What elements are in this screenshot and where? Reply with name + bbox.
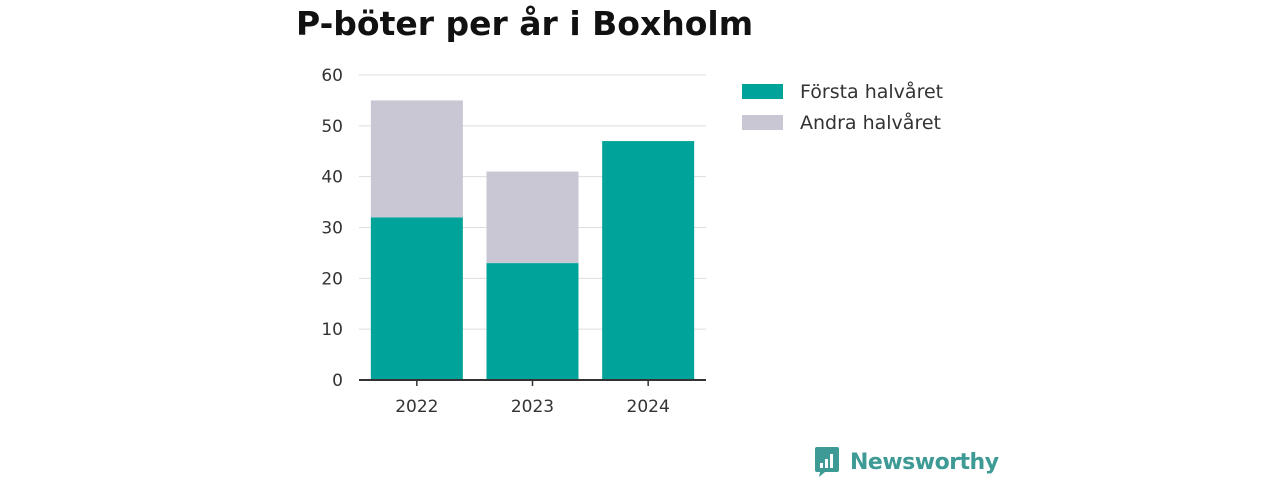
bar-2024-series-0	[602, 141, 695, 380]
y-tick-label: 20	[321, 269, 343, 289]
legend-label-second-half: Andra halvåret	[800, 111, 941, 134]
legend-item-first-half: Första halvåret	[742, 76, 943, 107]
y-tick-label: 50	[321, 117, 343, 137]
legend-item-second-half: Andra halvåret	[742, 107, 943, 138]
bar-chart-icon	[815, 447, 839, 477]
y-tick-label: 40	[321, 168, 343, 188]
y-tick-label: 60	[321, 66, 343, 86]
legend-label-first-half: Första halvåret	[800, 80, 944, 103]
y-tick-label: 10	[321, 320, 343, 340]
bar-2023-series-0	[486, 263, 579, 380]
bars	[370, 100, 695, 380]
x-tick-label: 2023	[511, 397, 554, 417]
legend-swatch-second-half	[742, 115, 783, 130]
brand-logo: Newsworthy	[814, 446, 999, 478]
y-tick-label: 0	[332, 371, 343, 391]
legend-swatch-first-half	[742, 84, 783, 99]
x-tick-labels: 2022 2023 2024	[395, 380, 670, 417]
legend: Första halvåret Andra halvåret	[742, 76, 943, 138]
bar-2023-series-1	[486, 171, 579, 264]
y-tick-labels: 0 10 20 30 40 50 60	[321, 66, 343, 391]
stacked-bar-chart: 0 10 20 30 40 50 60 2022 2023 2024	[321, 66, 706, 417]
bar-2022-series-0	[370, 217, 463, 380]
bar-2022-series-1	[370, 100, 463, 218]
y-tick-label: 30	[321, 219, 343, 239]
chart-title: P-böter per år i Boxholm	[296, 4, 754, 43]
x-tick-label: 2024	[627, 397, 670, 417]
brand-name: Newsworthy	[850, 449, 999, 475]
x-tick-label: 2022	[395, 397, 438, 417]
